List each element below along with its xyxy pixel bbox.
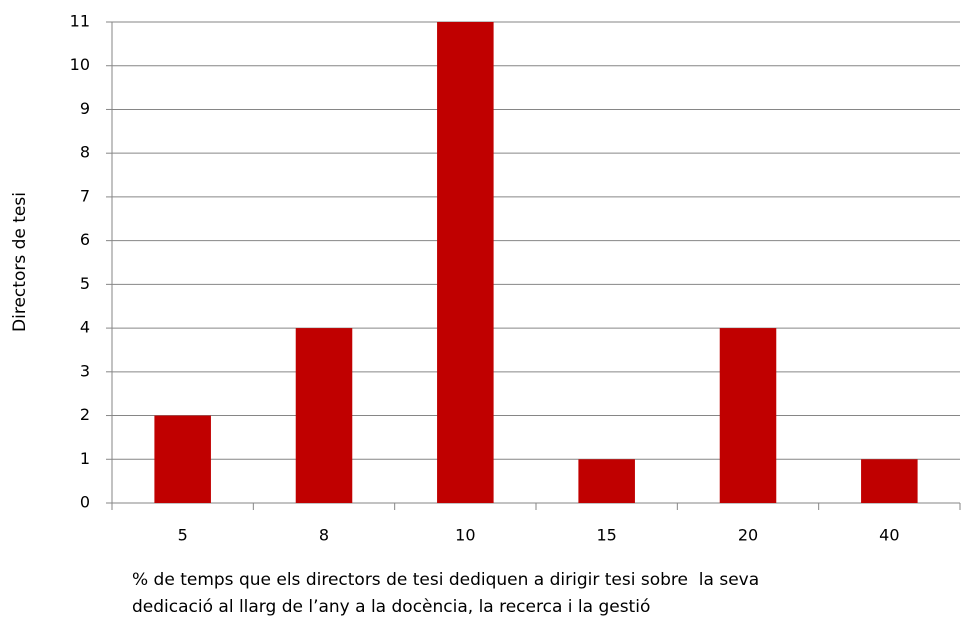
y-tick-label: 7 [80,186,90,205]
bar [154,415,211,503]
y-tick-label: 4 [80,318,90,337]
x-tick-label: 10 [455,526,475,545]
y-tick-label: 2 [80,405,90,424]
x-tick-label: 40 [879,526,899,545]
x-tick-label: 15 [596,526,616,545]
y-axis-label: Directors de tesi [10,192,30,332]
bar [578,459,635,503]
y-tick-label: 6 [80,230,90,249]
y-tick-label: 5 [80,274,90,293]
y-tick-label: 11 [70,12,90,31]
y-tick-label: 9 [80,99,90,118]
y-tick-label: 10 [70,55,90,74]
x-axis-label: dedicació al llarg de l’any a la docènci… [132,597,650,617]
x-tick-label: 20 [738,526,758,545]
y-tick-label: 1 [80,449,90,468]
x-axis-label: % de temps que els directors de tesi ded… [132,570,759,590]
x-tick-label: 8 [319,526,329,545]
bar [437,22,494,503]
y-tick-label: 3 [80,361,90,380]
y-tick-label: 0 [80,493,90,512]
x-tick-label: 5 [178,526,188,545]
bar [861,459,918,503]
y-tick-label: 8 [80,143,90,162]
bar [295,328,353,503]
bar [719,328,777,503]
